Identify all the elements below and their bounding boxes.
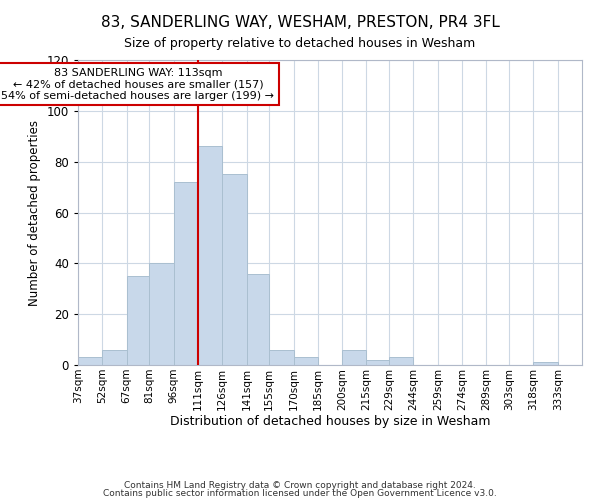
Bar: [389, 358, 413, 365]
Bar: [127, 276, 149, 365]
Text: Contains public sector information licensed under the Open Government Licence v3: Contains public sector information licen…: [103, 489, 497, 498]
Bar: [103, 350, 127, 365]
Bar: [149, 264, 173, 365]
Bar: [293, 358, 318, 365]
Text: 83, SANDERLING WAY, WESHAM, PRESTON, PR4 3FL: 83, SANDERLING WAY, WESHAM, PRESTON, PR4…: [101, 15, 499, 30]
Text: 83 SANDERLING WAY: 113sqm
← 42% of detached houses are smaller (157)
54% of semi: 83 SANDERLING WAY: 113sqm ← 42% of detac…: [1, 68, 274, 101]
Y-axis label: Number of detached properties: Number of detached properties: [28, 120, 41, 306]
X-axis label: Distribution of detached houses by size in Wesham: Distribution of detached houses by size …: [170, 416, 490, 428]
Bar: [173, 182, 198, 365]
Bar: [78, 358, 103, 365]
Text: Contains HM Land Registry data © Crown copyright and database right 2024.: Contains HM Land Registry data © Crown c…: [124, 480, 476, 490]
Bar: [367, 360, 389, 365]
Bar: [269, 350, 293, 365]
Bar: [342, 350, 367, 365]
Text: Size of property relative to detached houses in Wesham: Size of property relative to detached ho…: [124, 38, 476, 51]
Bar: [533, 362, 557, 365]
Bar: [222, 174, 247, 365]
Bar: [247, 274, 269, 365]
Bar: [198, 146, 222, 365]
